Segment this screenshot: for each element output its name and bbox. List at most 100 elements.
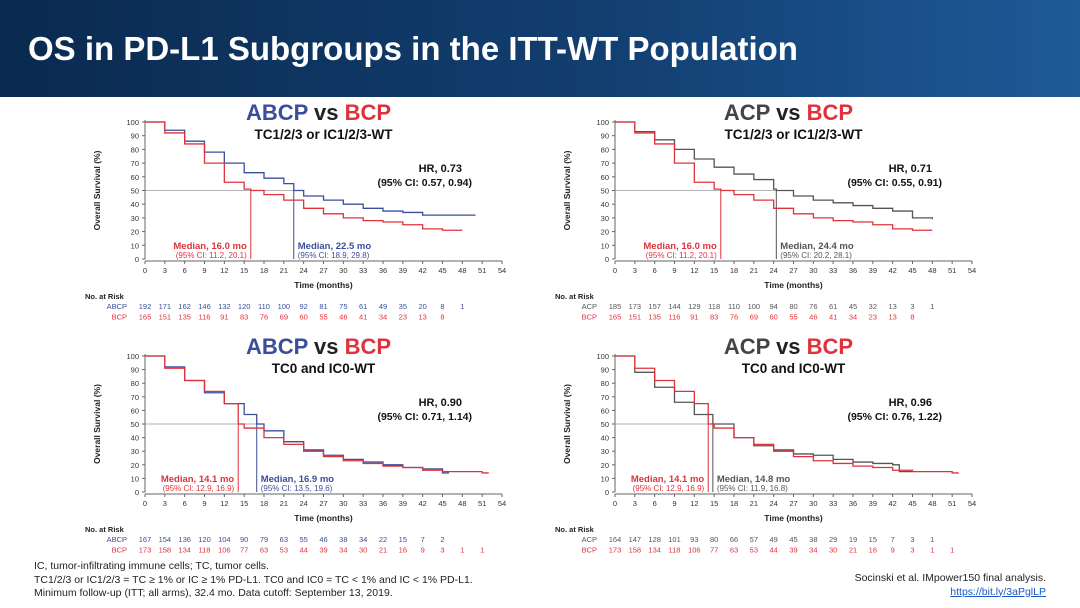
at-risk-count: 34 <box>379 313 387 322</box>
at-risk-count: 3 <box>910 546 914 555</box>
x-tick-label: 18 <box>730 266 738 275</box>
at-risk-count: 2 <box>440 535 444 544</box>
at-risk-count: 173 <box>629 302 642 311</box>
hazard-ratio: HR, 0.96 <box>889 397 932 409</box>
title-arm-b: BCP <box>807 100 853 125</box>
y-tick-label: 80 <box>601 145 609 154</box>
at-risk-count: 21 <box>379 546 387 555</box>
y-tick-label: 20 <box>131 461 139 470</box>
at-risk-count: 15 <box>869 535 877 544</box>
at-risk-count: 101 <box>668 535 681 544</box>
at-risk-count: 165 <box>609 313 622 322</box>
y-tick-label: 10 <box>131 241 139 250</box>
at-risk-count: 16 <box>869 546 877 555</box>
at-risk-count: 110 <box>258 302 270 311</box>
y-tick-label: 90 <box>131 132 139 141</box>
at-risk-count: 1 <box>460 546 464 555</box>
x-tick-label: 30 <box>809 499 817 508</box>
at-risk-count: 69 <box>750 313 758 322</box>
at-risk-count: 63 <box>260 546 268 555</box>
x-tick-label: 42 <box>418 499 426 508</box>
y-tick-label: 10 <box>601 474 609 483</box>
at-risk-count: 45 <box>849 302 857 311</box>
at-risk-count: 132 <box>218 302 231 311</box>
chart-subtitle: TC1/2/3 or IC1/2/3-WT <box>724 127 863 142</box>
at-risk-count: 23 <box>399 313 407 322</box>
at-risk-count: 173 <box>139 546 152 555</box>
y-tick-label: 30 <box>601 447 609 456</box>
median-ci: (95% CI: 11.2, 20.1) <box>646 251 717 260</box>
at-risk-count: 13 <box>888 313 896 322</box>
at-risk-count: 55 <box>319 313 327 322</box>
median-ci: (95% CI: 11.2, 20.1) <box>176 251 247 260</box>
title-vs: vs <box>770 100 807 125</box>
median-ci: (95% CI: 12.9, 16.9) <box>163 484 235 493</box>
at-risk-arm-label: BCP <box>112 546 127 555</box>
x-tick-label: 33 <box>359 266 367 275</box>
x-tick-label: 45 <box>438 499 446 508</box>
at-risk-count: 151 <box>629 313 642 322</box>
at-risk-count: 30 <box>359 546 367 555</box>
y-axis-label: Overall Survival (%) <box>562 150 572 230</box>
y-tick-label: 10 <box>601 241 609 250</box>
x-tick-label: 21 <box>750 499 758 508</box>
hazard-ratio-ci: (95% CI: 0.76, 1.22) <box>847 411 942 423</box>
at-risk-count: 76 <box>260 313 268 322</box>
at-risk-count: 13 <box>418 313 426 322</box>
chart-subtitle: TC0 and IC0-WT <box>742 361 846 376</box>
x-tick-label: 36 <box>379 499 387 508</box>
at-risk-count: 41 <box>829 313 837 322</box>
slide-title: OS in PD-L1 Subgroups in the ITT-WT Popu… <box>28 30 798 67</box>
x-tick-label: 51 <box>478 499 486 508</box>
footnote: IC, tumor-infiltrating immune cells; TC,… <box>34 560 269 572</box>
x-tick-label: 27 <box>319 266 327 275</box>
median-ci: (95% CI: 18.9, 29.8) <box>298 251 370 260</box>
at-risk-count: 69 <box>280 313 288 322</box>
at-risk-count: 158 <box>159 546 172 555</box>
at-risk-count: 116 <box>669 313 681 322</box>
y-tick-label: 0 <box>605 488 609 497</box>
at-risk-count: 129 <box>688 302 701 311</box>
at-risk-count: 106 <box>688 546 701 555</box>
at-risk-count: 110 <box>728 302 740 311</box>
y-tick-label: 30 <box>131 447 139 456</box>
y-tick-label: 40 <box>601 200 609 209</box>
x-tick-label: 39 <box>869 266 877 275</box>
at-risk-count: 1 <box>930 535 934 544</box>
at-risk-count: 44 <box>299 546 307 555</box>
at-risk-count: 61 <box>829 302 837 311</box>
footnote: Minimum follow-up (ITT; all arms), 32.4 … <box>34 587 393 599</box>
y-tick-label: 60 <box>601 406 609 415</box>
at-risk-count: 164 <box>609 535 622 544</box>
at-risk-count: 53 <box>280 546 288 555</box>
chart-subtitle: TC0 and IC0-WT <box>272 361 376 376</box>
at-risk-count: 15 <box>399 535 407 544</box>
at-risk-count: 34 <box>809 546 817 555</box>
x-tick-label: 39 <box>399 266 407 275</box>
at-risk-count: 192 <box>139 302 152 311</box>
median-label: Median, 14.8 mo <box>717 474 791 485</box>
y-tick-label: 20 <box>601 461 609 470</box>
reference-link[interactable]: https://bit.ly/3aPglLP <box>950 585 1046 598</box>
at-risk-count: 128 <box>648 535 661 544</box>
at-risk-count: 76 <box>809 302 817 311</box>
at-risk-count: 157 <box>648 302 661 311</box>
x-tick-label: 33 <box>829 499 837 508</box>
x-tick-label: 42 <box>888 266 896 275</box>
at-risk-count: 49 <box>769 535 777 544</box>
title-arm-a: ABCP <box>246 334 308 359</box>
x-tick-label: 30 <box>339 266 347 275</box>
at-risk-count: 45 <box>789 535 797 544</box>
at-risk-count: 21 <box>849 546 857 555</box>
x-tick-label: 18 <box>260 266 268 275</box>
y-tick-label: 80 <box>131 145 139 154</box>
at-risk-count: 9 <box>421 546 425 555</box>
x-tick-label: 24 <box>299 499 307 508</box>
median-label: Median, 16.0 mo <box>173 241 247 252</box>
x-tick-label: 42 <box>888 499 896 508</box>
median-ci: (95% CI: 20.2, 28.1) <box>780 251 852 260</box>
at-risk-count: 136 <box>178 535 191 544</box>
